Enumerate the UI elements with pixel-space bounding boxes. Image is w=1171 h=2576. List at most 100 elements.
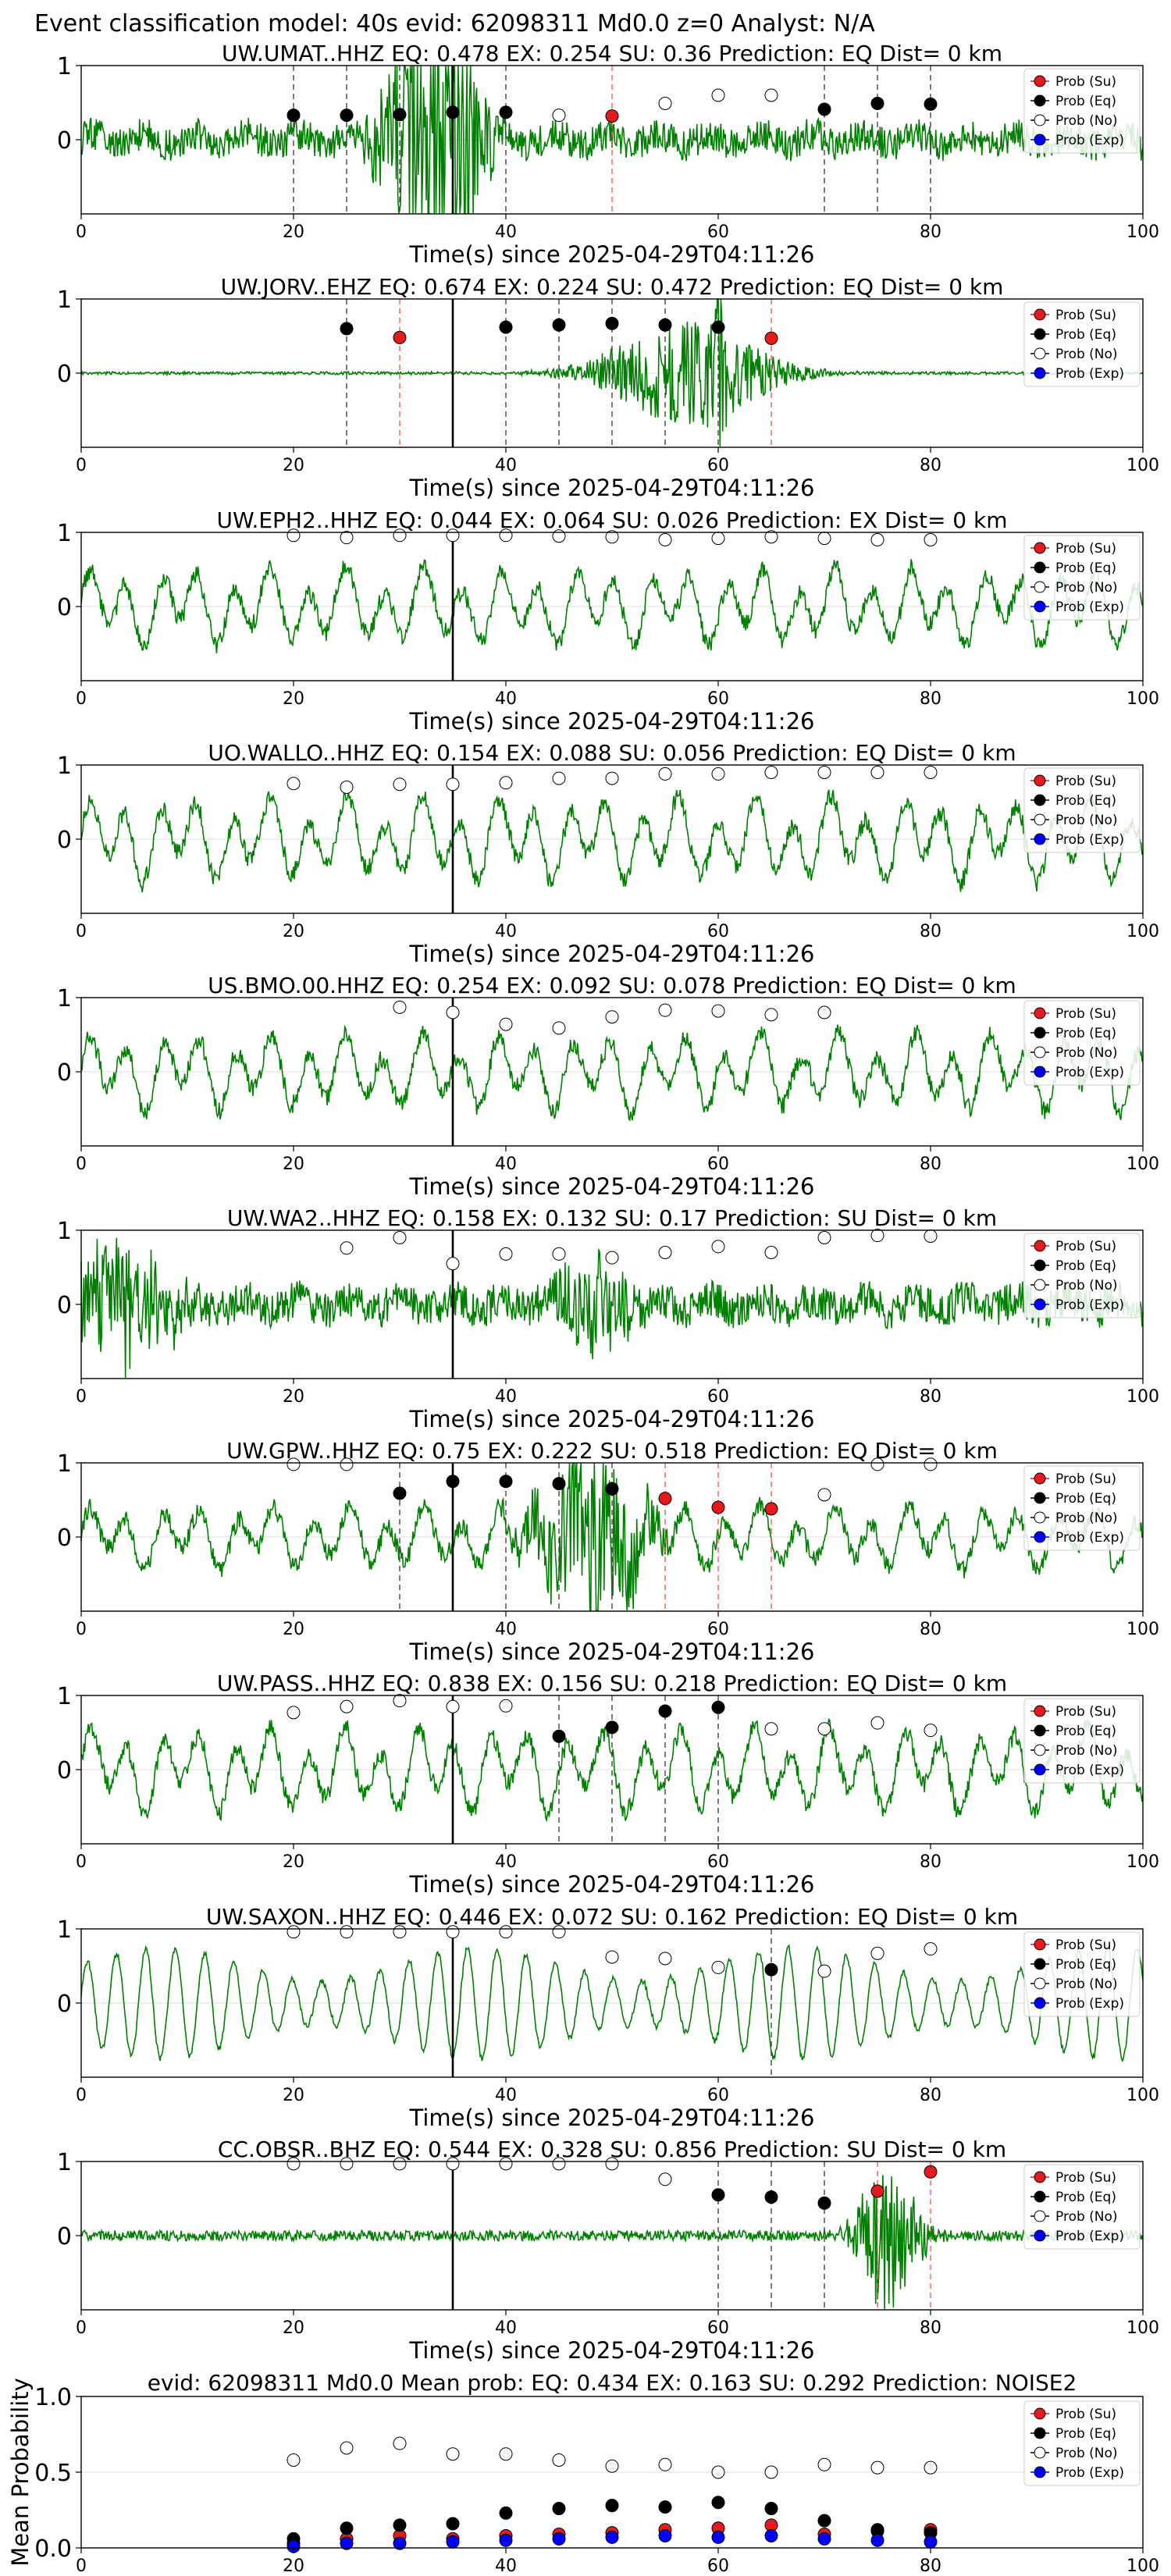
y-tick-label: 1 — [57, 1916, 72, 1944]
legend-marker — [1034, 2190, 1046, 2203]
x-tick-label: 20 — [283, 1852, 304, 1872]
legend-marker — [1034, 94, 1046, 107]
prob-point — [764, 1502, 778, 1516]
legend-label: Prob (Eq) — [1055, 2190, 1116, 2205]
y-tick-label: 0 — [57, 594, 72, 621]
mean-prob-point — [658, 2528, 672, 2542]
legend-label: Prob (No) — [1055, 347, 1118, 362]
panel-title: UW.JORV..EHZ EQ: 0.674 EX: 0.224 SU: 0.4… — [221, 274, 1004, 300]
panel-4: US.BMO.00.HHZ EQ: 0.254 EX: 0.092 SU: 0.… — [57, 973, 1159, 1200]
x-tick-label: 40 — [495, 1852, 517, 1872]
prob-point — [658, 1492, 672, 1506]
waveform-line — [80, 1943, 1144, 2062]
prob-point — [870, 96, 884, 110]
prob-point — [393, 330, 407, 344]
legend-box — [1023, 301, 1141, 387]
prob-point — [499, 1475, 513, 1489]
prob-point — [870, 1457, 884, 1471]
legend-marker — [1034, 1492, 1046, 1504]
prob-point — [446, 105, 460, 119]
x-tick-label: 100 — [1127, 456, 1159, 475]
mean-prob-point — [605, 2530, 619, 2544]
legend-box — [1023, 1698, 1141, 1784]
x-tick-label: 80 — [920, 456, 941, 475]
prob-point — [870, 1716, 884, 1730]
prob-point — [552, 771, 566, 785]
legend-marker — [1034, 1298, 1046, 1311]
y-tick-label: 1 — [57, 53, 72, 80]
x-tick-label: 80 — [920, 2318, 941, 2338]
x-tick-label: 80 — [920, 922, 941, 941]
prob-point — [870, 766, 884, 779]
y-tick-label: 1 — [57, 286, 72, 314]
x-tick-label: 0 — [76, 2318, 87, 2338]
prob-point — [817, 1005, 831, 1019]
prob-point — [658, 1952, 672, 1966]
legend-marker — [1034, 561, 1046, 574]
prob-point — [711, 1004, 725, 1018]
legend-label: Prob (No) — [1055, 1976, 1118, 1992]
prob-point — [711, 1240, 725, 1254]
mean-prob-point — [552, 2453, 566, 2467]
prob-point — [817, 532, 831, 546]
prob-point — [340, 322, 354, 336]
x-tick-label: 100 — [1127, 922, 1159, 941]
x-axis-label: Time(s) since 2025-04-29T04:11:26 — [409, 941, 815, 967]
panel-title: US.BMO.00.HHZ EQ: 0.254 EX: 0.092 SU: 0.… — [208, 973, 1016, 998]
legend-marker — [1034, 1977, 1046, 1990]
legend-label: Prob (Eq) — [1055, 560, 1116, 576]
y-tick-label: 1 — [57, 1218, 72, 1245]
prob-point — [393, 528, 407, 543]
legend-label: Prob (Exp) — [1055, 832, 1124, 848]
prob-point — [605, 316, 619, 330]
legend-label: Prob (Eq) — [1055, 1026, 1116, 1041]
y-tick-label: 0 — [57, 127, 72, 155]
prob-point — [817, 766, 831, 779]
panel-title: UW.WA2..HHZ EQ: 0.158 EX: 0.132 SU: 0.17… — [227, 1205, 997, 1231]
x-tick-label: 20 — [283, 1620, 304, 1639]
mean-prob-point — [499, 2533, 513, 2547]
mean-prob-point — [287, 2453, 301, 2467]
legend-marker — [1034, 1744, 1046, 1756]
prob-point — [658, 96, 672, 110]
x-tick-label: 100 — [1127, 1155, 1159, 1174]
legend-marker — [1034, 2229, 1046, 2242]
legend-label: Prob (Su) — [1055, 1471, 1116, 1487]
mean-prob-point — [552, 2502, 566, 2516]
legend-label: Prob (No) — [1055, 1278, 1118, 1293]
prob-point — [658, 1003, 672, 1017]
prob-point — [817, 1722, 831, 1736]
legend-label: Prob (Exp) — [1055, 2465, 1124, 2481]
x-tick-label: 60 — [707, 689, 729, 709]
mean-prob-point — [393, 2518, 407, 2532]
x-tick-label: 80 — [920, 1387, 941, 1407]
prob-point — [924, 533, 938, 546]
x-tick-label: 100 — [1127, 2086, 1159, 2105]
legend-label: Prob (Su) — [1055, 1239, 1116, 1254]
prob-point — [924, 1942, 938, 1956]
figure-suptitle: Event classification model: 40s evid: 62… — [34, 10, 875, 37]
x-tick-label: 20 — [283, 1155, 304, 1174]
prob-point — [287, 1706, 301, 1720]
prob-point — [605, 109, 619, 123]
legend-marker — [1034, 1705, 1046, 1717]
mean-prob-point — [340, 2536, 354, 2550]
x-tick-label: 40 — [495, 922, 517, 941]
prob-point — [340, 1241, 354, 1255]
x-tick-label: 80 — [920, 2556, 941, 2576]
legend-marker — [1034, 833, 1046, 845]
legend-marker — [1034, 2466, 1046, 2478]
legend-marker — [1034, 2407, 1046, 2420]
prob-point — [658, 2172, 672, 2186]
prob-point — [340, 1457, 354, 1471]
x-axis-label: Time(s) since 2025-04-29T04:11:26 — [409, 708, 815, 735]
x-tick-label: 100 — [1127, 1387, 1159, 1407]
prob-point — [499, 1925, 513, 1939]
panel-title: UW.GPW..HHZ EQ: 0.75 EX: 0.222 SU: 0.518… — [226, 1438, 998, 1464]
x-axis-label: Time(s) since 2025-04-29T04:11:26 — [409, 1638, 815, 1665]
prob-point — [711, 1500, 725, 1514]
mean-prob-point — [393, 2536, 407, 2550]
legend-marker — [1034, 1938, 1046, 1951]
mean-prob-point — [446, 2447, 460, 2461]
prob-point — [287, 1457, 301, 1471]
